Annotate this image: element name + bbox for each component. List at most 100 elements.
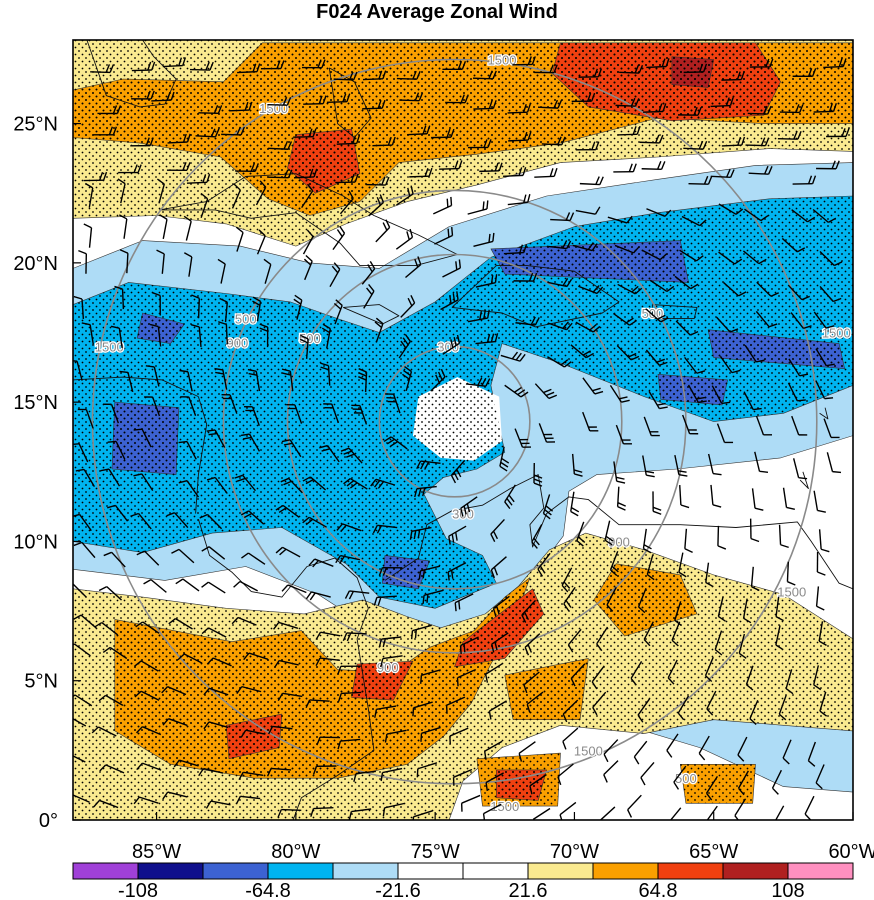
range-ring-label: 1500: [777, 585, 806, 600]
wind-barb: [512, 56, 536, 66]
wind-barb: [77, 408, 94, 429]
wind-barb: [103, 403, 120, 424]
wind-barb: [416, 762, 438, 778]
wind-barb: [440, 291, 459, 311]
wind-barb: [454, 593, 474, 612]
wind-barb: [235, 226, 244, 252]
wind-barb: [669, 807, 682, 820]
wind-barb: [792, 458, 808, 480]
wind-barb: [255, 180, 267, 206]
wind-barb: [678, 552, 687, 578]
wind-barb: [337, 665, 361, 675]
wind-barb: [73, 694, 93, 707]
colorbar-bin: [397, 862, 464, 880]
wind-barb: [275, 546, 301, 558]
wind-barb: [791, 415, 808, 436]
wind-barb: [156, 178, 165, 204]
wind-barb: [533, 463, 543, 487]
wind-barb: [614, 244, 640, 254]
wind-barb: [749, 699, 759, 726]
wind-barb: [445, 94, 469, 104]
wind-barb: [214, 367, 228, 390]
wind-barb: [534, 383, 558, 400]
wind-barb: [103, 551, 126, 568]
range-ring-label: 300: [452, 507, 474, 522]
wind-barb: [268, 140, 293, 150]
wind-barb: [119, 249, 129, 274]
wind-barb: [786, 561, 796, 586]
wind-barb: [398, 334, 411, 359]
wind-barb: [815, 764, 825, 790]
wind-barb: [778, 524, 789, 549]
wind-barb: [467, 200, 489, 215]
wind-barb: [351, 404, 368, 425]
wind-barb: [448, 525, 467, 545]
wind-barb: [782, 487, 795, 510]
wind-barb: [787, 284, 811, 301]
wind-barb: [645, 349, 668, 366]
wind-barb: [749, 58, 774, 68]
wind-barb: [472, 70, 497, 80]
wind-barb: [241, 552, 266, 565]
wind-barb: [537, 552, 551, 577]
wind-barb: [683, 63, 708, 74]
wind-barb: [130, 137, 154, 147]
wind-barb: [362, 70, 387, 81]
wind-barb: [135, 621, 160, 634]
wind-barb: [756, 281, 780, 297]
wind-barb: [358, 368, 368, 393]
wind-barb: [807, 741, 817, 767]
wind-barb: [609, 385, 630, 403]
wind-barb: [504, 484, 516, 510]
colorbar-bin: [137, 862, 204, 880]
wind-barb: [646, 208, 672, 217]
wind-barb: [826, 128, 850, 138]
wind-barb: [616, 345, 640, 361]
wind-barb: [191, 294, 201, 319]
wind-barb: [774, 805, 785, 820]
wind-barb: [166, 512, 189, 529]
coastline: [197, 518, 375, 820]
wind-barb: [617, 125, 641, 136]
range-ring-label: 900: [608, 534, 630, 549]
wind-barb: [633, 740, 648, 765]
wind-barb: [171, 548, 195, 564]
wind-barb: [575, 321, 601, 333]
wind-barb: [178, 440, 197, 460]
wind-barb: [243, 652, 269, 661]
wind-barb: [412, 701, 433, 717]
wind-barb: [748, 165, 773, 175]
wind-barb: [399, 92, 424, 102]
wind-barb: [73, 583, 87, 598]
wind-barb: [303, 95, 327, 105]
wind-barb: [183, 252, 193, 277]
wind-barb: [630, 661, 643, 686]
wind-barb: [235, 795, 261, 805]
wind-barb: [375, 219, 391, 243]
wind-barb: [643, 416, 660, 437]
wind-barb: [788, 358, 809, 377]
wind-barb: [316, 736, 341, 746]
stipple-pos-strong: [351, 661, 413, 701]
wind-barb: [337, 691, 362, 702]
wind-barb: [561, 567, 573, 593]
colorbar-bin: [722, 862, 789, 880]
wind-barb: [641, 160, 666, 170]
colorbar: -108 -64.8 -21.6 21.6 64.8 108: [72, 862, 854, 900]
wind-barb: [117, 178, 126, 204]
wind-barb: [503, 167, 527, 178]
x-axis: 85°W 80°W 75°W 70°W 65°W 60°W: [132, 812, 874, 863]
wind-barb: [240, 433, 261, 452]
wind-barb: [337, 738, 361, 750]
wind-barb: [743, 391, 762, 411]
wind-barb: [815, 380, 834, 400]
wind-barb: [778, 695, 787, 721]
wind-barb: [646, 58, 670, 69]
wind-barb: [514, 428, 531, 448]
wind-barb: [286, 403, 303, 424]
y-axis: 0° 5°N 10°N 15°N 20°N 25°N: [13, 114, 81, 832]
wind-barb: [83, 223, 93, 248]
wind-barb: [508, 131, 532, 142]
wind-barb: [431, 128, 455, 139]
wind-barb: [518, 741, 536, 762]
